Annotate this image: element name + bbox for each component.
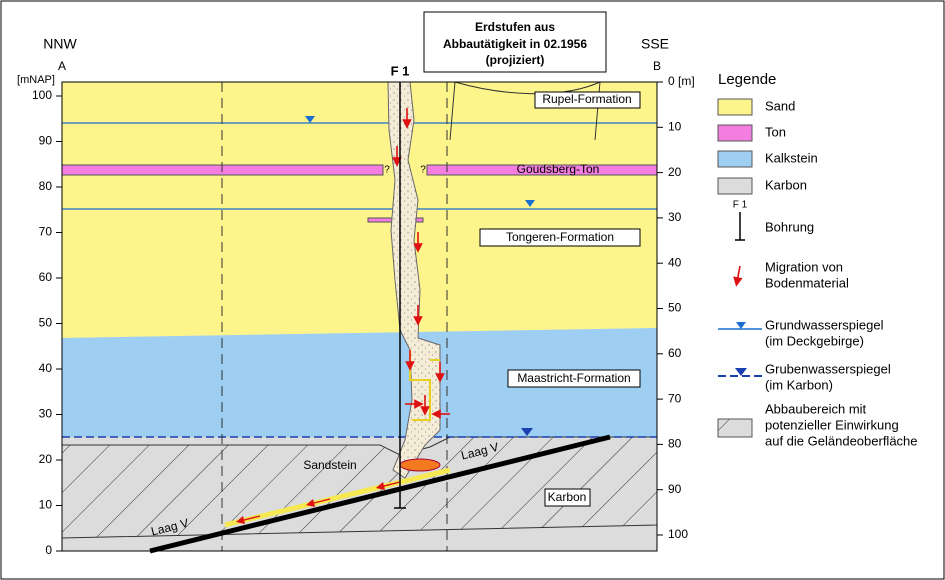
legend-swatch	[717, 98, 753, 116]
title-line: Abbautätigkeit in 02.1956	[443, 37, 587, 51]
direction-right: SSE	[641, 36, 669, 52]
legend-label: Sand	[765, 98, 795, 113]
left-tick-label: 100	[32, 88, 52, 102]
right-tick-label: 30	[668, 210, 682, 224]
water-marker	[525, 200, 535, 207]
right-tick-label: 10	[668, 119, 682, 133]
uncertain-mark: ?	[420, 165, 426, 176]
section-start: A	[58, 59, 66, 73]
section-end: B	[653, 59, 661, 73]
legend-label: Bodenmaterial	[765, 275, 849, 290]
water-marker	[305, 116, 315, 123]
legend-arrow	[733, 265, 743, 287]
migration-arrows	[392, 108, 450, 419]
left-tick-label: 60	[39, 270, 53, 284]
legend-label: Grubenwasserspiegel	[765, 361, 891, 376]
left-tick-label: 40	[39, 361, 53, 375]
legend-swatch	[717, 150, 753, 168]
right-tick-label: 50	[668, 301, 682, 315]
sandstone-body	[399, 458, 441, 472]
seam-arrows	[235, 481, 401, 525]
sand-layer	[62, 82, 657, 338]
direction-left: NNW	[43, 36, 77, 52]
right-tick-label: 100	[668, 527, 688, 541]
uncertain-mark: ?	[384, 165, 390, 176]
label-box	[534, 91, 641, 109]
left-tick-label: 0	[45, 543, 52, 557]
label-box	[479, 228, 641, 247]
left-axis-unit: [mNAP]	[17, 74, 55, 86]
formation-label: Rupel-Formation	[542, 92, 631, 106]
right-tick-label: 0 [m]	[668, 74, 695, 88]
borehole-label: F 1	[391, 63, 410, 78]
coal-seam-mined	[224, 467, 451, 528]
left-tick-label: 50	[39, 316, 53, 330]
formation-label: Maastricht-Formation	[517, 371, 630, 385]
legend-marker	[736, 322, 746, 329]
formation-label: Goudsberg-Ton	[517, 162, 600, 176]
legend-label: Kalkstein	[765, 150, 818, 165]
sandstone-label: Sandstein	[303, 458, 356, 472]
mining-area	[61, 436, 658, 539]
left-tick-label: 10	[39, 498, 53, 512]
legend-label: auf die Geländeoberfläche	[765, 433, 918, 448]
title-line: Erdstufen aus	[475, 20, 555, 34]
title-line: (projiziert)	[486, 53, 545, 67]
water-marker	[521, 428, 533, 436]
legend-label: potenzieller Einwirkung	[765, 417, 899, 432]
left-tick-label: 80	[39, 179, 53, 193]
coal-seam	[149, 434, 611, 554]
legend-label: Abbaubereich mit	[765, 401, 867, 416]
left-tick-label: 90	[39, 134, 53, 148]
legend-swatch	[717, 177, 753, 195]
right-tick-label: 70	[668, 391, 682, 405]
left-tick-label: 20	[39, 452, 53, 466]
legend-label: Ton	[765, 124, 786, 139]
formation-label: Tongeren-Formation	[506, 230, 614, 244]
title-box	[423, 11, 607, 73]
legend-swatch	[717, 418, 753, 438]
right-tick-label: 60	[668, 346, 682, 360]
label-box	[544, 488, 591, 507]
legend-swatch	[717, 124, 753, 142]
right-tick-label: 80	[668, 437, 682, 451]
formation-label: Karbon	[548, 490, 587, 504]
right-tick-label: 20	[668, 165, 682, 179]
label-box	[507, 369, 641, 388]
legend-label: Karbon	[765, 177, 807, 192]
legend-label: Bohrung	[765, 219, 814, 234]
plot-border	[61, 81, 658, 552]
right-tick-label: 90	[668, 482, 682, 496]
legend-title: Legende	[718, 71, 776, 88]
legend-label: (im Karbon)	[765, 377, 833, 392]
left-tick-label: 70	[39, 225, 53, 239]
limestone-layer	[62, 328, 657, 437]
right-tick-label: 40	[668, 255, 682, 269]
legend-label: Grundwasserspiegel	[765, 317, 884, 332]
left-tick-label: 30	[39, 407, 53, 421]
legend-label: (im Deckgebirge)	[765, 333, 864, 348]
legend-marker	[735, 368, 747, 376]
legend-symbol-label: F 1	[733, 200, 748, 211]
legend-label: Migration von	[765, 259, 843, 274]
